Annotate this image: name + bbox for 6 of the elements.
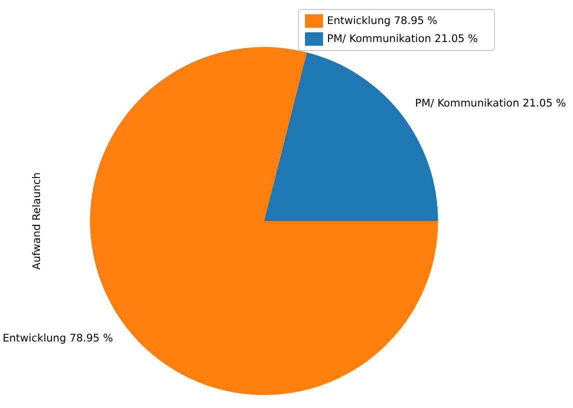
pie-slice: [264, 52, 438, 221]
slice-label: PM/ Kommunikation 21.05 %: [415, 97, 566, 110]
legend-label: PM/ Kommunikation 21.05 %: [327, 32, 478, 45]
legend-label: Entwicklung 78.95 %: [327, 14, 438, 27]
text: Aufwand Relaunch: [31, 172, 43, 270]
slice-label: Entwicklung 78.95 %: [2, 332, 113, 345]
